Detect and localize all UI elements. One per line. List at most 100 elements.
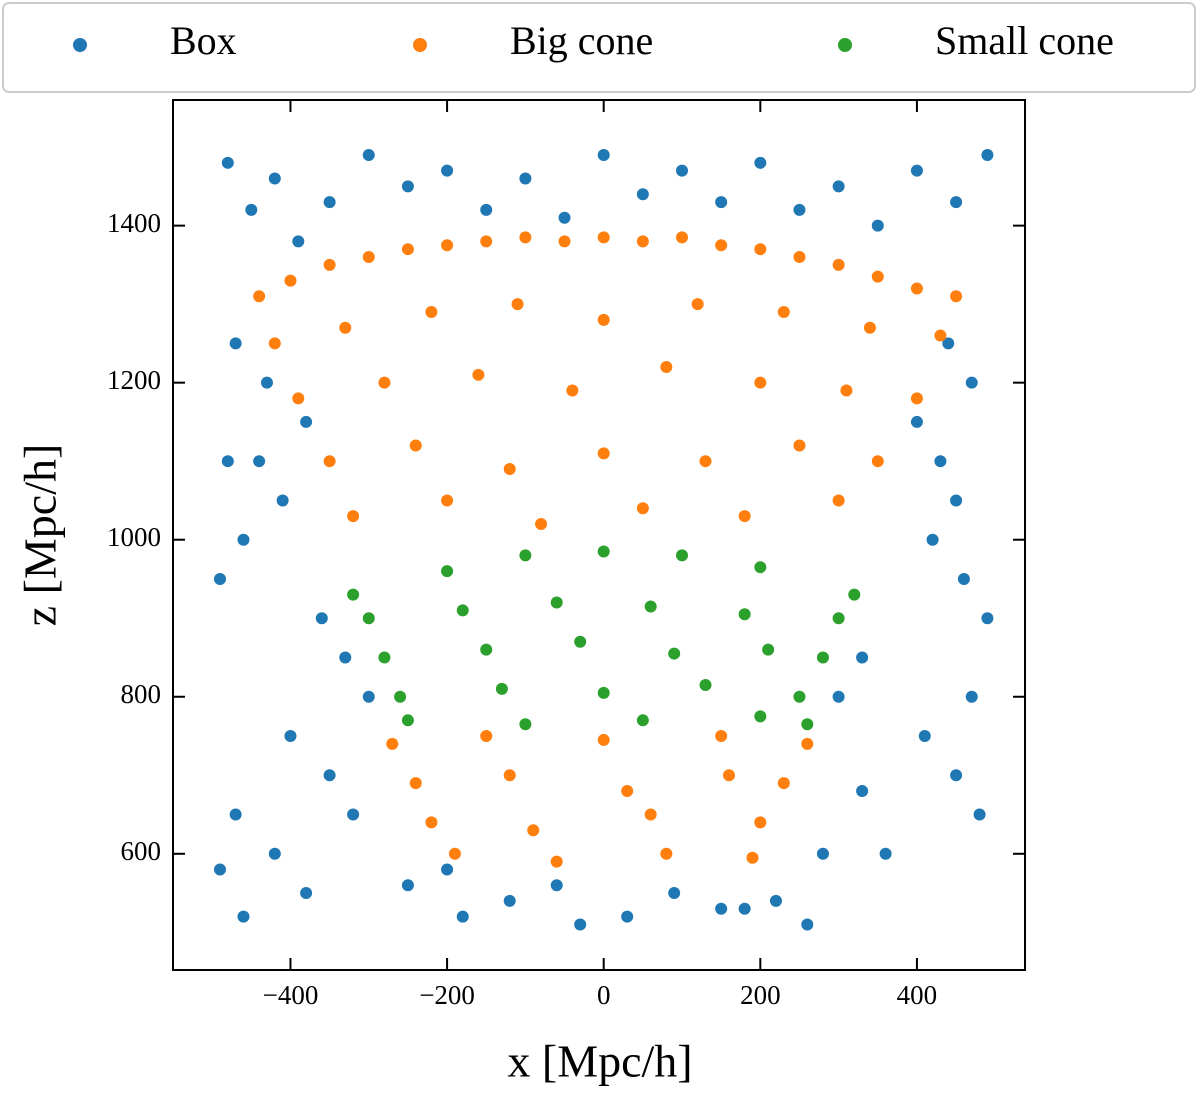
point xyxy=(965,690,978,703)
point xyxy=(519,172,532,185)
point xyxy=(558,211,571,224)
point xyxy=(950,290,963,303)
point xyxy=(597,733,610,746)
point xyxy=(738,608,751,621)
point xyxy=(754,710,767,723)
point xyxy=(621,784,634,797)
point xyxy=(950,196,963,209)
point xyxy=(260,376,273,389)
point xyxy=(699,455,712,468)
point xyxy=(425,816,438,829)
point xyxy=(910,415,923,428)
point xyxy=(268,847,281,860)
point xyxy=(268,337,281,350)
point xyxy=(347,588,360,601)
point xyxy=(401,180,414,193)
point xyxy=(566,384,579,397)
point xyxy=(495,682,508,695)
point xyxy=(362,690,375,703)
point xyxy=(832,258,845,271)
legend-label: Box xyxy=(170,18,237,63)
legend-marker xyxy=(838,38,852,52)
point xyxy=(636,714,649,727)
point xyxy=(292,235,305,248)
point xyxy=(339,321,352,334)
point xyxy=(315,612,328,625)
point xyxy=(519,718,532,731)
point xyxy=(550,596,563,609)
point xyxy=(910,392,923,405)
point xyxy=(863,321,876,334)
point xyxy=(409,439,422,452)
point xyxy=(848,588,861,601)
point xyxy=(957,572,970,585)
point xyxy=(425,306,438,319)
point xyxy=(832,494,845,507)
x-tick-label: −200 xyxy=(419,980,475,1010)
point xyxy=(636,502,649,515)
point xyxy=(441,863,454,876)
point xyxy=(221,455,234,468)
point xyxy=(754,816,767,829)
point xyxy=(668,647,681,660)
point xyxy=(409,777,422,790)
point xyxy=(660,360,673,373)
point xyxy=(441,565,454,578)
point xyxy=(950,769,963,782)
plot-frame xyxy=(172,99,1026,971)
point xyxy=(973,808,986,821)
point xyxy=(378,651,391,664)
point xyxy=(636,235,649,248)
point xyxy=(597,545,610,558)
point xyxy=(480,643,493,656)
point xyxy=(777,777,790,790)
point xyxy=(793,251,806,264)
point xyxy=(527,824,540,837)
point xyxy=(715,902,728,915)
point xyxy=(754,243,767,256)
point xyxy=(715,239,728,252)
point xyxy=(738,902,751,915)
legend-label: Big cone xyxy=(510,18,653,63)
point xyxy=(323,455,336,468)
point xyxy=(362,612,375,625)
point xyxy=(856,651,869,664)
point xyxy=(777,306,790,319)
point xyxy=(401,879,414,892)
point xyxy=(558,235,571,248)
point xyxy=(636,188,649,201)
point xyxy=(503,769,516,782)
point xyxy=(676,164,689,177)
point xyxy=(910,282,923,295)
point xyxy=(691,298,704,311)
point xyxy=(840,384,853,397)
point xyxy=(347,808,360,821)
point xyxy=(347,510,360,523)
legend-label: Small cone xyxy=(935,18,1114,63)
point xyxy=(597,447,610,460)
point xyxy=(597,686,610,699)
point xyxy=(480,203,493,216)
legend-marker xyxy=(413,38,427,52)
point xyxy=(503,894,516,907)
point xyxy=(981,148,994,161)
point xyxy=(715,196,728,209)
point xyxy=(213,572,226,585)
point xyxy=(448,847,461,860)
y-tick-label: 800 xyxy=(121,679,162,709)
point xyxy=(621,910,634,923)
point xyxy=(722,769,735,782)
y-tick-label: 1200 xyxy=(107,365,161,395)
point xyxy=(934,329,947,342)
point xyxy=(362,251,375,264)
y-tick-label: 1000 xyxy=(107,522,161,552)
point xyxy=(871,270,884,283)
point xyxy=(276,494,289,507)
point xyxy=(245,203,258,216)
y-tick-label: 600 xyxy=(121,836,162,866)
point xyxy=(456,910,469,923)
point xyxy=(386,737,399,750)
point xyxy=(456,604,469,617)
point xyxy=(535,518,548,531)
